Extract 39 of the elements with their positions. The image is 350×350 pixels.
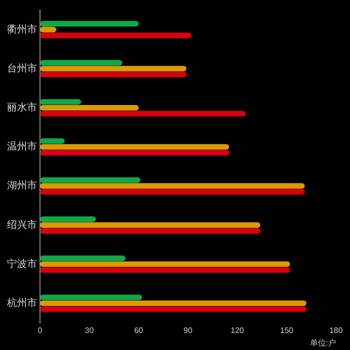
bar [40,306,306,312]
bar [40,110,246,116]
y-tick-label: 衢州市 [7,23,37,36]
bar [40,138,65,144]
bar [40,72,186,78]
x-tick-label: 60 [134,326,144,335]
x-tick-label: 0 [38,326,43,335]
bar [40,150,230,156]
bar [40,267,290,273]
y-tick-label: 湖州市 [7,180,37,192]
bar [40,216,96,222]
y-tick-label: 台州市 [7,62,37,74]
bar [40,66,186,72]
y-tick-label: 温州市 [7,140,37,153]
x-tick-label: 150 [280,326,294,335]
x-axis-title: 单位:户 [310,338,336,348]
bar [40,294,142,300]
bar [40,60,122,66]
bar [40,183,305,189]
bar [40,177,140,183]
y-tick-label: 杭州市 [6,297,37,309]
bar [40,228,260,234]
bar [40,261,290,267]
bar [40,144,230,150]
x-tick-label: 90 [184,326,193,335]
bar [40,20,139,26]
bar [40,189,305,195]
bar [40,300,306,306]
bar [40,104,139,111]
y-tick-label: 绍兴市 [7,218,37,231]
y-tick-label: 宁波市 [7,258,37,270]
y-tick-label: 丽水市 [7,102,37,114]
bar [40,222,260,228]
x-tick-label: 180 [329,326,344,335]
bar [40,32,192,38]
x-tick-label: 30 [84,326,94,335]
bar [40,256,126,262]
bar [40,99,82,105]
x-tick-label: 120 [230,326,245,335]
